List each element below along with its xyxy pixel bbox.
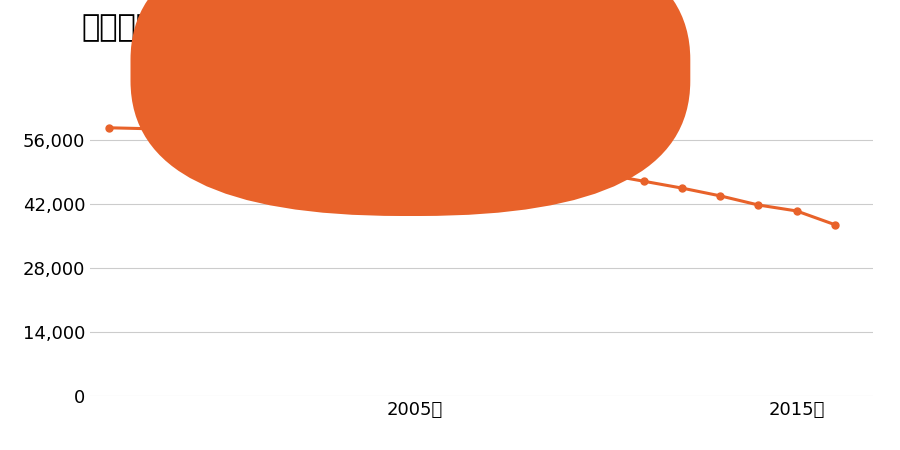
- Text: 価格: 価格: [428, 61, 449, 79]
- Text: 大分県臼杵市大字海添字本丁６０番１３の地価推移: 大分県臼杵市大字海添字本丁６０番１３の地価推移: [81, 14, 500, 42]
